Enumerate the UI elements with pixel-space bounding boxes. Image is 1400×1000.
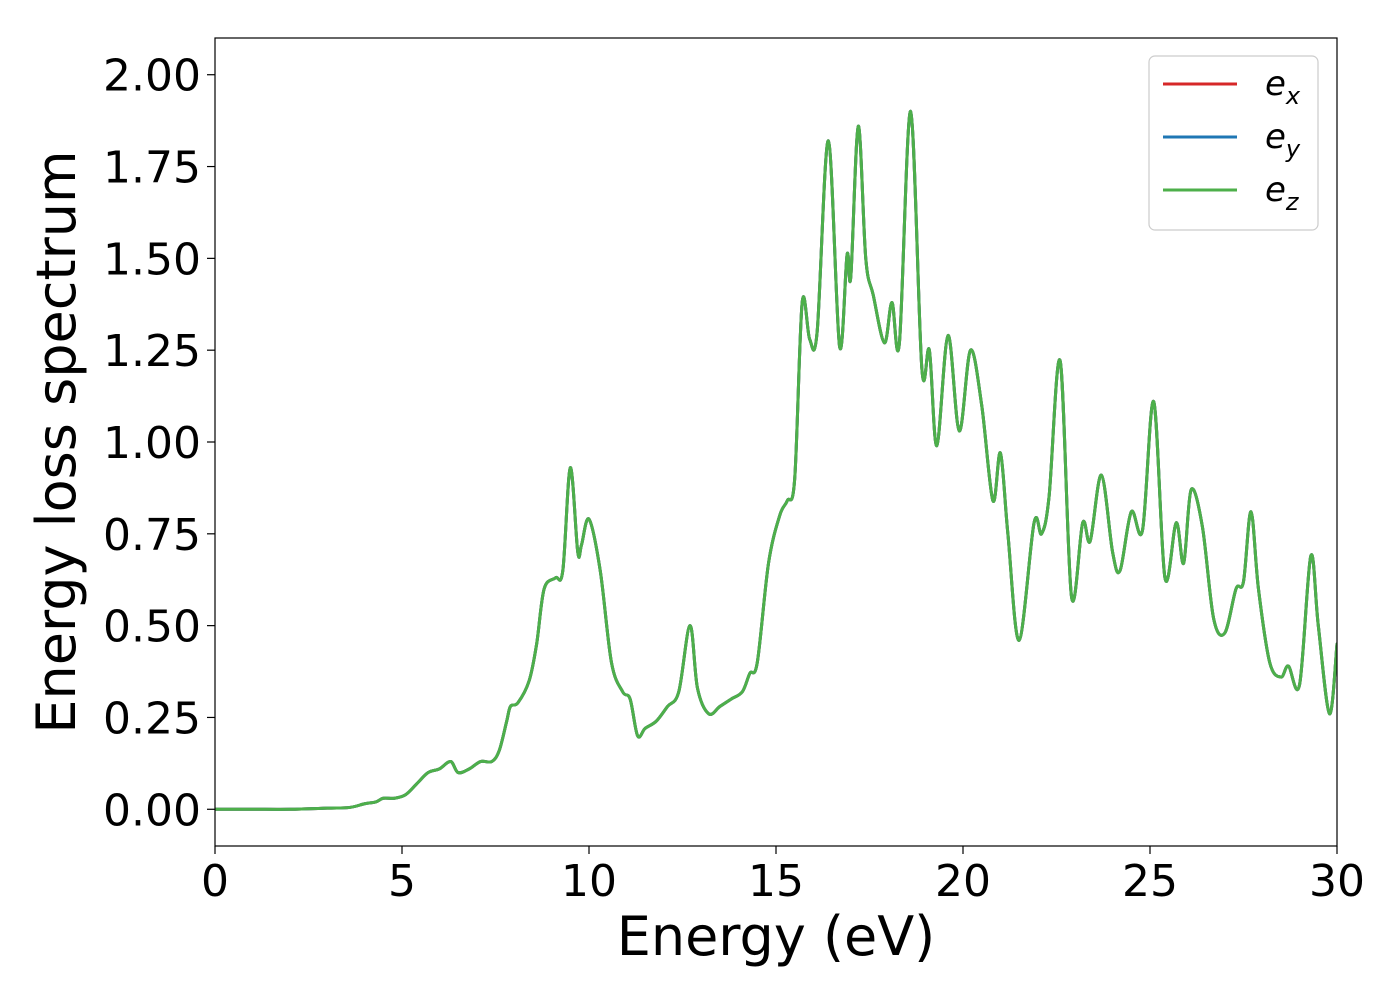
x-tick-label: 30 — [1309, 856, 1365, 907]
y-tick-label: 0.50 — [103, 602, 201, 653]
x-tick-label: 15 — [748, 856, 804, 907]
y-axis-ticks: 0.00 0.25 0.50 0.75 1.00 1.25 1.50 1.75 2.00 — [103, 51, 215, 836]
series-layer — [215, 109, 1337, 811]
x-tick-label: 5 — [388, 856, 416, 907]
x-axis-label: Energy (eV) — [617, 905, 936, 968]
y-tick-label: 1.50 — [103, 234, 201, 285]
series-line-z — [215, 109, 1337, 811]
y-tick-label: 1.75 — [103, 143, 201, 194]
y-axis-label: Energy loss spectrum — [25, 150, 88, 733]
legend-box — [1148, 55, 1319, 231]
y-tick-label: 1.25 — [103, 326, 201, 377]
y-tick-label: 0.00 — [103, 785, 201, 836]
x-axis-ticks: 0 5 10 15 20 25 30 — [201, 846, 1365, 907]
y-tick-label: 2.00 — [103, 51, 201, 102]
x-tick-label: 0 — [201, 856, 229, 907]
x-tick-label: 20 — [935, 856, 991, 907]
x-tick-label: 25 — [1122, 856, 1178, 907]
y-tick-label: 0.25 — [103, 693, 201, 744]
x-tick-label: 10 — [561, 856, 617, 907]
y-tick-label: 1.00 — [103, 418, 201, 469]
y-tick-label: 0.75 — [103, 510, 201, 561]
